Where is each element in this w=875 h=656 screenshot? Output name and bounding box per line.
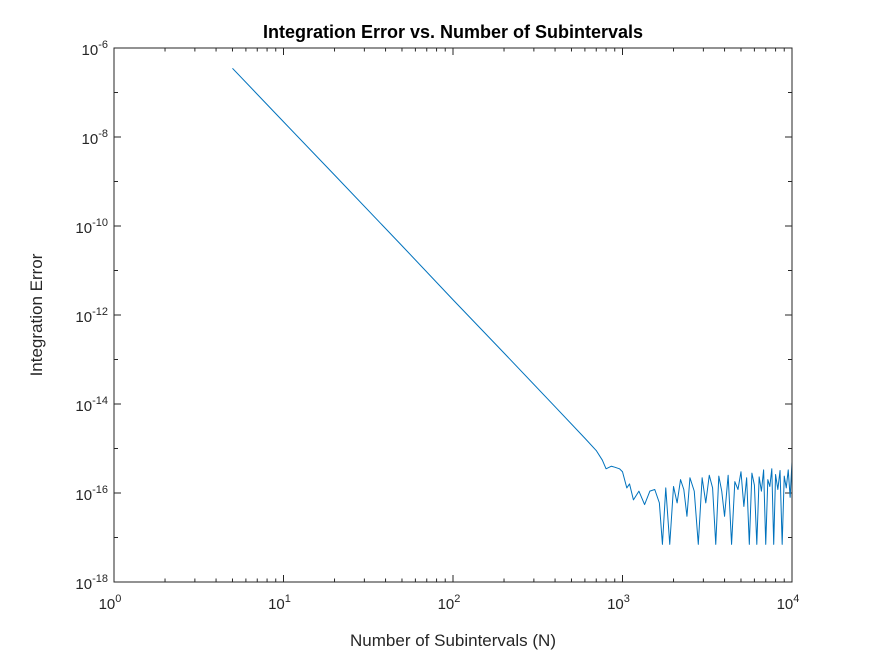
x-axis-label: Number of Subintervals (N) xyxy=(350,631,556,650)
axis-ticks: 100 101 102 103 104 10-6 10-8 10-10 10-12 10-14 10… xyxy=(75,39,799,613)
x-tick-label: 100 xyxy=(99,593,122,613)
x-tick-label: 102 xyxy=(438,593,461,613)
series-group xyxy=(232,67,793,545)
chart-title: Integration Error vs. Number of Subinter… xyxy=(263,22,643,42)
y-tick-label: 10-6 xyxy=(82,39,108,59)
series-line xyxy=(232,67,793,545)
plot-area xyxy=(114,48,792,582)
x-tick-label: 104 xyxy=(777,593,800,613)
y-tick-label: 10-14 xyxy=(75,395,108,415)
axes-box xyxy=(113,47,793,583)
y-tick-label: 10-12 xyxy=(75,306,108,326)
y-tick-label: 10-18 xyxy=(75,573,108,593)
y-axis-label: Integration Error xyxy=(27,253,46,376)
x-tick-label: 101 xyxy=(268,593,291,613)
y-tick-label: 10-8 xyxy=(82,128,108,148)
x-tick-label: 103 xyxy=(607,593,630,613)
y-tick-label: 10-16 xyxy=(75,484,108,504)
y-tick-label: 10-10 xyxy=(75,217,108,237)
